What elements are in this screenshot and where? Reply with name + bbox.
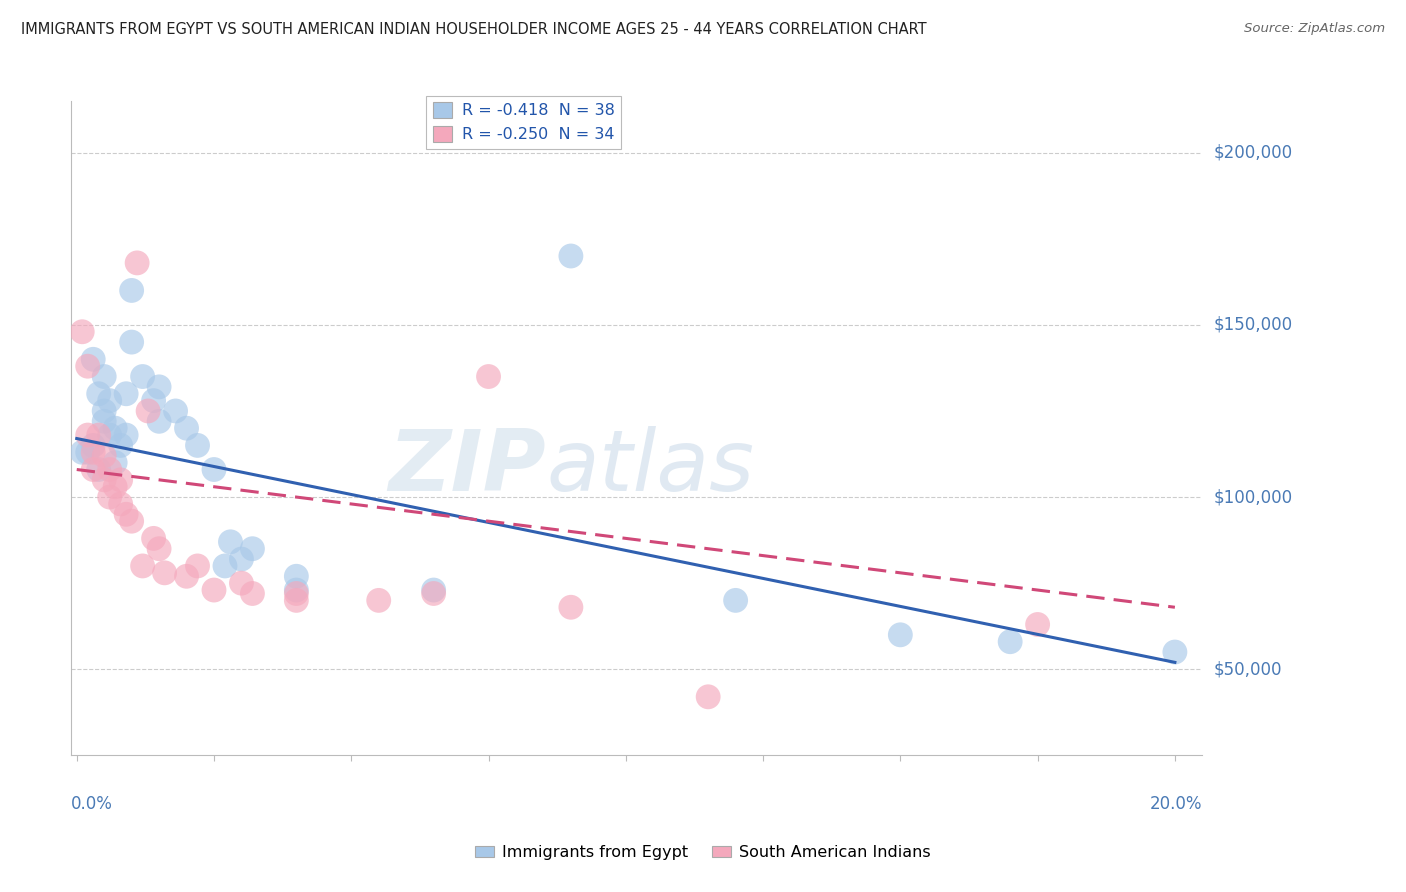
Point — [127, 256, 149, 270]
Point — [70, 445, 93, 459]
Point — [998, 634, 1021, 648]
Point — [242, 586, 264, 600]
Point — [87, 462, 110, 476]
Point — [93, 404, 115, 418]
Point — [70, 325, 93, 339]
Point — [477, 369, 499, 384]
Point — [176, 569, 198, 583]
Point — [889, 628, 911, 642]
Point — [110, 438, 132, 452]
Point — [367, 593, 389, 607]
Point — [98, 462, 121, 476]
Legend: Immigrants from Egypt, South American Indians: Immigrants from Egypt, South American In… — [468, 838, 938, 866]
Point — [98, 490, 121, 504]
Point — [121, 514, 143, 528]
Point — [231, 576, 253, 591]
Text: $150,000: $150,000 — [1213, 316, 1292, 334]
Text: atlas: atlas — [547, 426, 754, 509]
Point — [153, 566, 176, 580]
Point — [98, 428, 121, 442]
Point — [87, 428, 110, 442]
Point — [242, 541, 264, 556]
Point — [76, 445, 98, 459]
Point — [1164, 645, 1187, 659]
Point — [142, 393, 165, 408]
Text: $100,000: $100,000 — [1213, 488, 1292, 506]
Point — [93, 414, 115, 428]
Text: Source: ZipAtlas.com: Source: ZipAtlas.com — [1244, 22, 1385, 36]
Point — [121, 284, 143, 298]
Point — [219, 534, 242, 549]
Point — [202, 582, 225, 597]
Point — [422, 582, 444, 597]
Text: 0.0%: 0.0% — [72, 795, 112, 813]
Point — [560, 249, 582, 263]
Point — [82, 352, 104, 367]
Point — [422, 586, 444, 600]
Text: IMMIGRANTS FROM EGYPT VS SOUTH AMERICAN INDIAN HOUSEHOLDER INCOME AGES 25 - 44 Y: IMMIGRANTS FROM EGYPT VS SOUTH AMERICAN … — [21, 22, 927, 37]
Point — [697, 690, 720, 704]
Point — [131, 558, 153, 573]
Point — [148, 541, 170, 556]
Point — [82, 438, 104, 452]
Point — [93, 473, 115, 487]
Point — [104, 421, 127, 435]
Point — [76, 428, 98, 442]
Point — [115, 428, 138, 442]
Point — [76, 359, 98, 374]
Point — [176, 421, 198, 435]
Point — [186, 558, 208, 573]
Point — [285, 586, 308, 600]
Point — [214, 558, 236, 573]
Point — [87, 386, 110, 401]
Point — [115, 508, 138, 522]
Point — [285, 582, 308, 597]
Point — [110, 473, 132, 487]
Legend: R = -0.418  N = 38, R = -0.250  N = 34: R = -0.418 N = 38, R = -0.250 N = 34 — [426, 96, 621, 149]
Point — [142, 532, 165, 546]
Point — [82, 462, 104, 476]
Point — [121, 335, 143, 350]
Point — [115, 386, 138, 401]
Point — [165, 404, 187, 418]
Text: 20.0%: 20.0% — [1150, 795, 1202, 813]
Point — [93, 449, 115, 463]
Point — [560, 600, 582, 615]
Point — [202, 462, 225, 476]
Text: ZIP: ZIP — [388, 426, 547, 509]
Point — [1026, 617, 1049, 632]
Point — [110, 497, 132, 511]
Text: $200,000: $200,000 — [1213, 144, 1292, 161]
Point — [724, 593, 747, 607]
Point — [104, 480, 127, 494]
Point — [131, 369, 153, 384]
Point — [148, 414, 170, 428]
Point — [136, 404, 159, 418]
Point — [186, 438, 208, 452]
Point — [285, 593, 308, 607]
Point — [148, 380, 170, 394]
Point — [285, 569, 308, 583]
Text: $50,000: $50,000 — [1213, 660, 1282, 678]
Point — [104, 456, 127, 470]
Point — [231, 552, 253, 566]
Point — [93, 369, 115, 384]
Point — [98, 393, 121, 408]
Point — [82, 445, 104, 459]
